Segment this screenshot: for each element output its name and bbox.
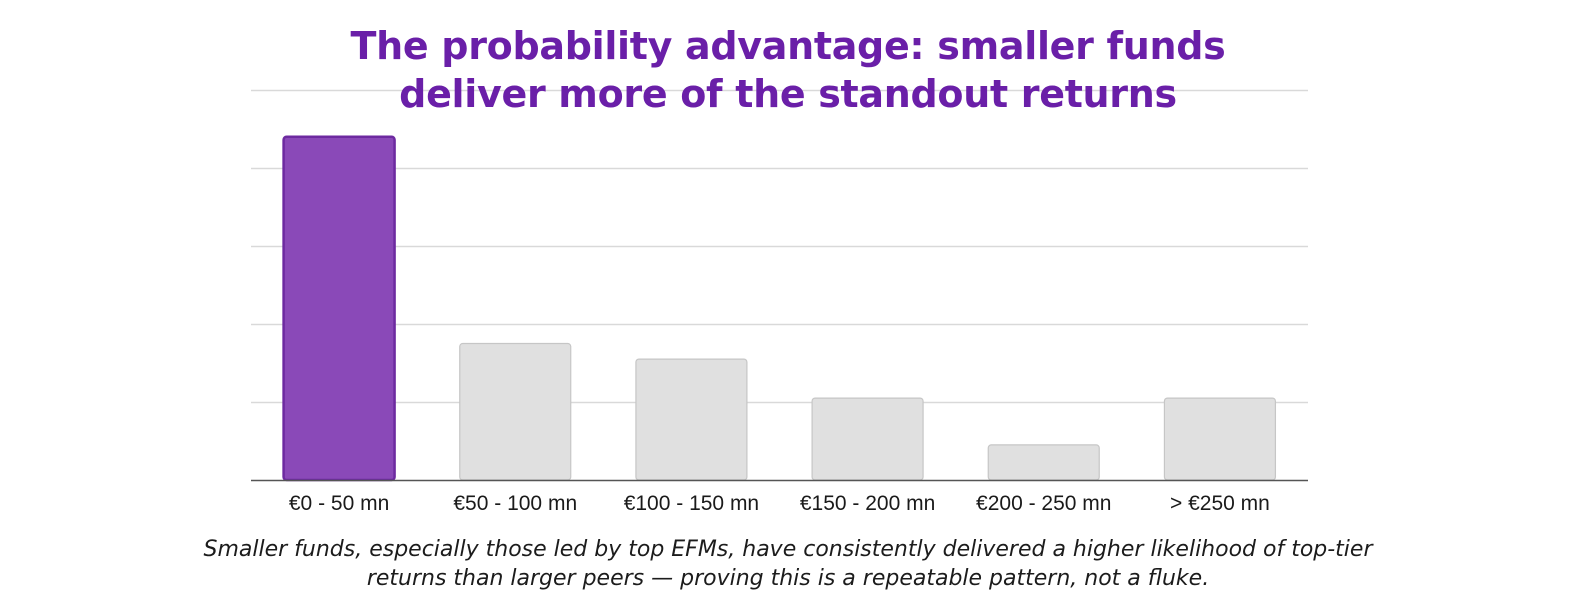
x-tick-label-2: €100 - 150 mn <box>624 492 759 515</box>
chart-caption: Smaller funds, especially those led by t… <box>0 535 1576 593</box>
bar-4 <box>987 444 1100 481</box>
bar-5 <box>1163 397 1277 481</box>
chart-title-line-1: The probability advantage: smaller funds <box>350 24 1226 68</box>
grid-lines <box>251 89 1308 404</box>
bars <box>282 135 1277 482</box>
chart-title-line-2: deliver more of the standout returns <box>399 72 1177 116</box>
caption-line-1: Smaller funds, especially those led by t… <box>203 537 1373 562</box>
x-tick-label-4: €200 - 250 mn <box>976 492 1111 515</box>
x-tick-label-5: > €250 mn <box>1170 492 1270 515</box>
bar-2 <box>635 358 748 481</box>
bar-1 <box>459 342 572 481</box>
caption-line-2: returns than larger peers — proving this… <box>366 566 1210 591</box>
x-tick-labels: €0 - 50 mn €50 - 100 mn €100 - 150 mn €150 … <box>289 492 1270 515</box>
x-tick-label-1: €50 - 100 mn <box>453 492 577 515</box>
bar-0 <box>282 135 396 482</box>
bar-3 <box>811 397 924 481</box>
x-tick-label-3: €150 - 200 mn <box>800 492 935 515</box>
chart-title: The probability advantage: smaller funds… <box>0 22 1576 118</box>
x-tick-label-0: €0 - 50 mn <box>289 492 389 515</box>
